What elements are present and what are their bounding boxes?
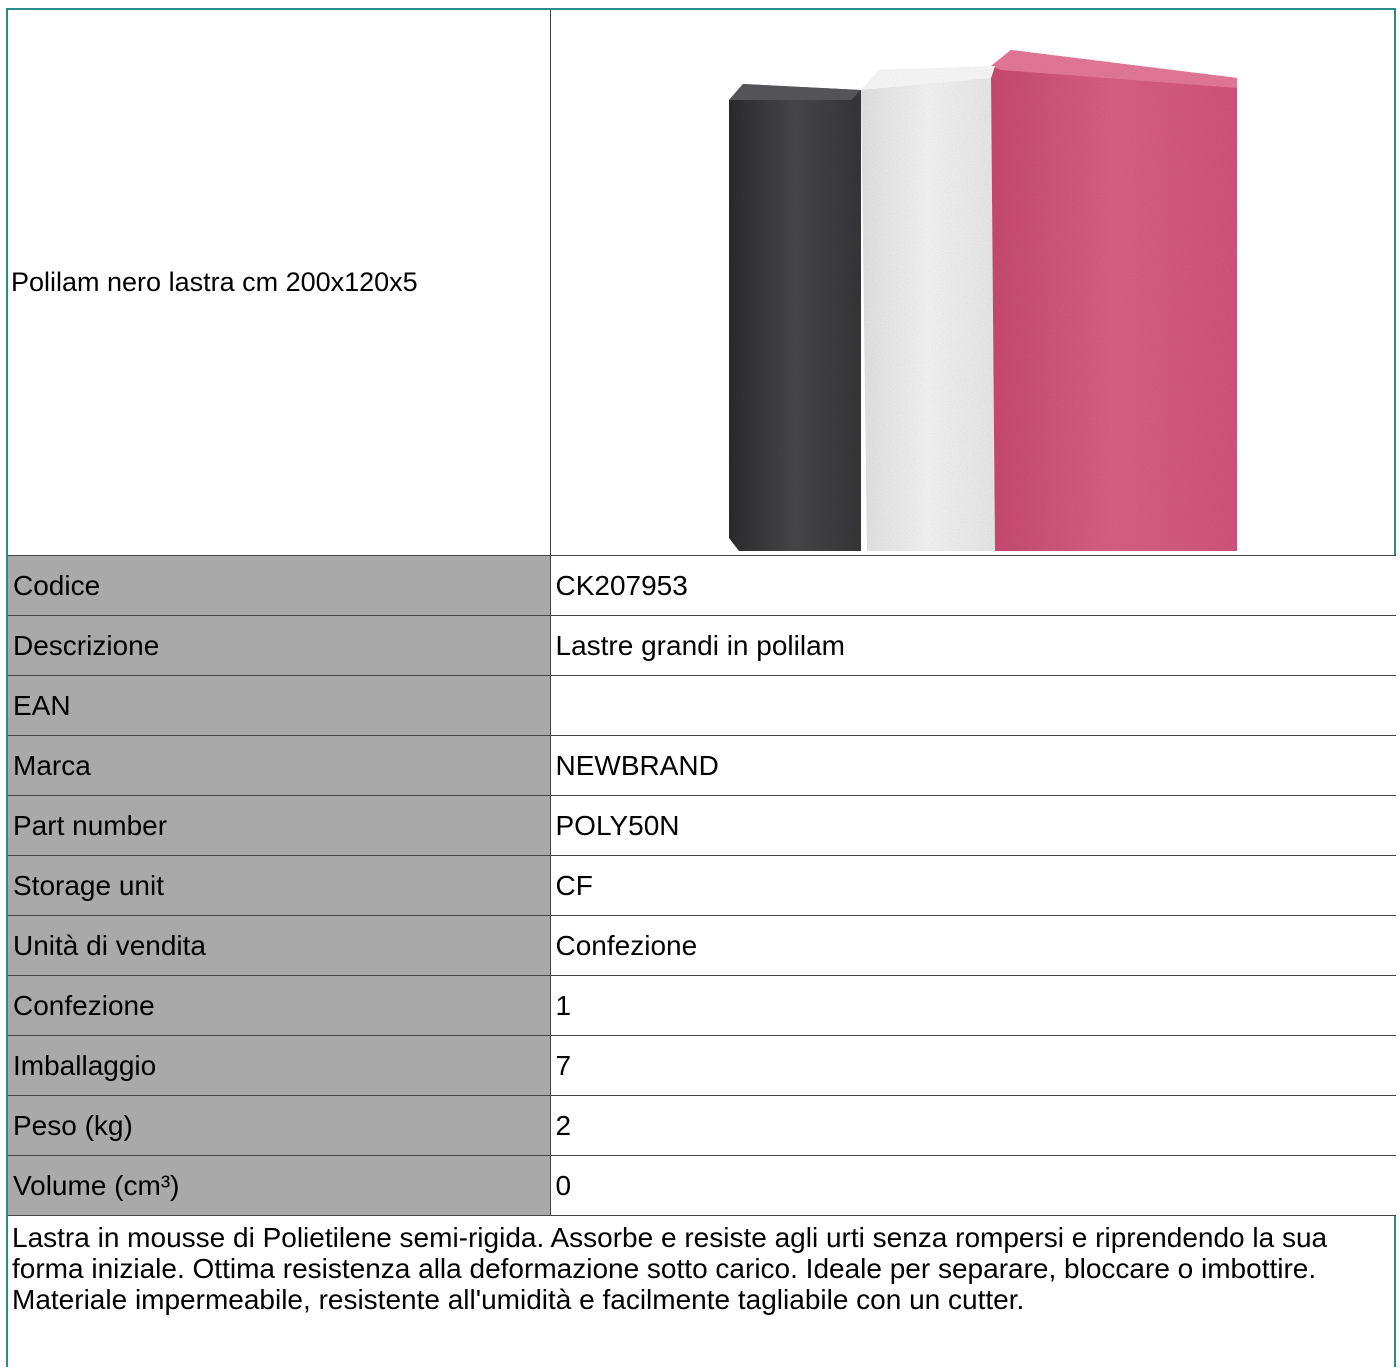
spec-label: Confezione: [8, 976, 550, 1036]
product-image-cell: [550, 10, 1396, 556]
spec-label: Volume (cm³): [8, 1156, 550, 1216]
spec-value: 0: [550, 1156, 1396, 1216]
spec-label: Marca: [8, 736, 550, 796]
spec-value: NEWBRAND: [550, 736, 1396, 796]
spec-row: Volume (cm³)0: [8, 1156, 1396, 1216]
spec-value: [550, 676, 1396, 736]
product-title: Polilam nero lastra cm 200x120x5: [8, 10, 550, 556]
spec-value: Confezione: [550, 916, 1396, 976]
spec-value: 1: [550, 976, 1396, 1036]
spec-label: Storage unit: [8, 856, 550, 916]
spec-label: Peso (kg): [8, 1096, 550, 1156]
spec-label: Codice: [8, 556, 550, 616]
product-sheet: Polilam nero lastra cm 200x120x5: [6, 8, 1396, 1367]
spec-row: EAN: [8, 676, 1396, 736]
spec-value: Lastre grandi in polilam: [550, 616, 1396, 676]
white-foam-sheet: [861, 66, 995, 551]
spec-value: POLY50N: [550, 796, 1396, 856]
spec-label: Part number: [8, 796, 550, 856]
spec-row: Peso (kg)2: [8, 1096, 1396, 1156]
description-row: Lastra in mousse di Polietilene semi-rig…: [8, 1216, 1396, 1372]
product-spec-table: Polilam nero lastra cm 200x120x5: [8, 10, 1396, 1372]
product-header-row: Polilam nero lastra cm 200x120x5: [8, 10, 1396, 556]
product-description: Lastra in mousse di Polietilene semi-rig…: [8, 1216, 1396, 1372]
black-foam-sheet: [729, 84, 861, 551]
spec-label: Imballaggio: [8, 1036, 550, 1096]
pink-foam-sheet: [991, 50, 1237, 551]
spec-value: 7: [550, 1036, 1396, 1096]
spec-label: Descrizione: [8, 616, 550, 676]
foam-sheets-image: [729, 48, 1237, 551]
spec-value: 2: [550, 1096, 1396, 1156]
spec-label: EAN: [8, 676, 550, 736]
spec-label: Unità di vendita: [8, 916, 550, 976]
spec-value: CK207953: [550, 556, 1396, 616]
spec-value: CF: [550, 856, 1396, 916]
